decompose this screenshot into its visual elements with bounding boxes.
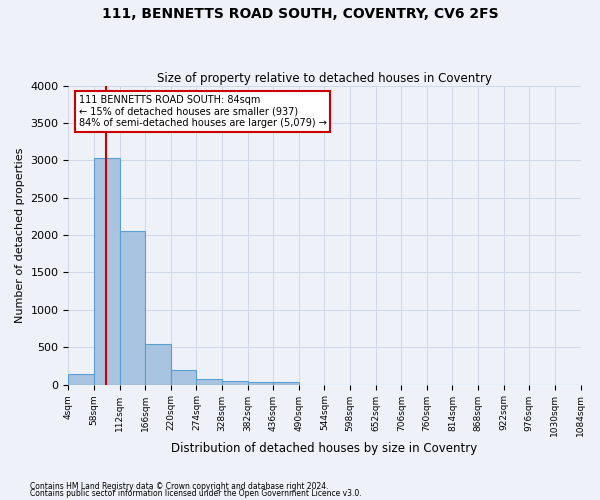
Bar: [171, 370, 196, 384]
Text: 111 BENNETTS ROAD SOUTH: 84sqm
← 15% of detached houses are smaller (937)
84% of: 111 BENNETTS ROAD SOUTH: 84sqm ← 15% of …: [79, 94, 326, 128]
Y-axis label: Number of detached properties: Number of detached properties: [15, 148, 25, 323]
Bar: [119, 230, 145, 384]
Bar: [68, 374, 94, 384]
Title: Size of property relative to detached houses in Coventry: Size of property relative to detached ho…: [157, 72, 492, 85]
Bar: [145, 344, 171, 385]
Text: 111, BENNETTS ROAD SOUTH, COVENTRY, CV6 2FS: 111, BENNETTS ROAD SOUTH, COVENTRY, CV6 …: [101, 8, 499, 22]
Bar: [248, 382, 273, 384]
X-axis label: Distribution of detached houses by size in Coventry: Distribution of detached houses by size …: [172, 442, 478, 455]
Text: Contains public sector information licensed under the Open Government Licence v3: Contains public sector information licen…: [30, 489, 362, 498]
Bar: [222, 381, 248, 384]
Bar: [94, 158, 119, 384]
Text: Contains HM Land Registry data © Crown copyright and database right 2024.: Contains HM Land Registry data © Crown c…: [30, 482, 329, 491]
Bar: [196, 378, 222, 384]
Bar: [273, 382, 299, 384]
